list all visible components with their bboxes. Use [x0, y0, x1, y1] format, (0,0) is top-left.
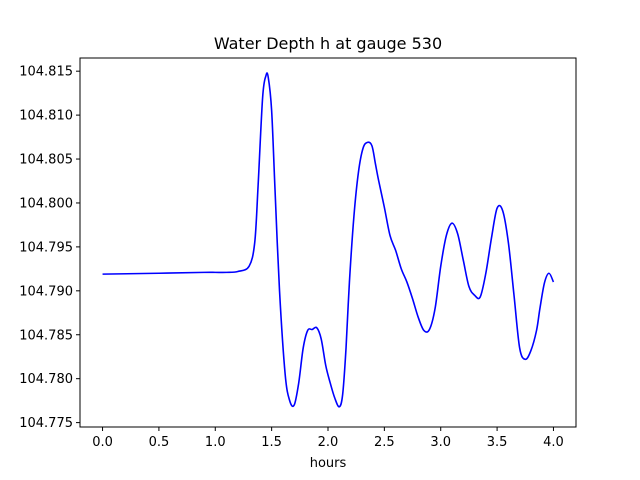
y-tick-label: 104.810 — [19, 109, 73, 124]
chart-title: Water Depth h at gauge 530 — [214, 34, 442, 53]
x-axis-label: hours — [310, 456, 347, 471]
y-tick-label: 104.815 — [19, 65, 73, 80]
y-tick-label: 104.805 — [19, 153, 73, 168]
x-tick-label: 2.0 — [318, 435, 339, 450]
y-tick-label: 104.800 — [19, 196, 73, 211]
y-tick-label: 104.795 — [19, 240, 73, 255]
y-tick-label: 104.790 — [19, 284, 73, 299]
x-axis: 0.0 0.5 1.0 1.5 2.0 2.5 3.0 3.5 4.0 — [92, 427, 564, 450]
y-tick-label: 104.785 — [19, 328, 73, 343]
y-tick-label: 104.780 — [19, 372, 73, 387]
series-layer — [102, 72, 555, 408]
y-axis: 104.775 104.780 104.785 104.790 104.795 104.8… — [19, 65, 80, 431]
x-tick-label: 3.5 — [487, 435, 508, 450]
x-tick-label: 0.0 — [92, 435, 113, 450]
y-tick-label: 104.775 — [19, 416, 73, 431]
x-tick-label: 0.5 — [149, 435, 170, 450]
x-tick-label: 1.0 — [205, 435, 226, 450]
x-tick-label: 4.0 — [543, 435, 564, 450]
x-tick-label: 3.0 — [430, 435, 451, 450]
series-line-0 — [102, 72, 555, 408]
x-tick-label: 2.5 — [374, 435, 395, 450]
x-tick-label: 1.5 — [261, 435, 282, 450]
